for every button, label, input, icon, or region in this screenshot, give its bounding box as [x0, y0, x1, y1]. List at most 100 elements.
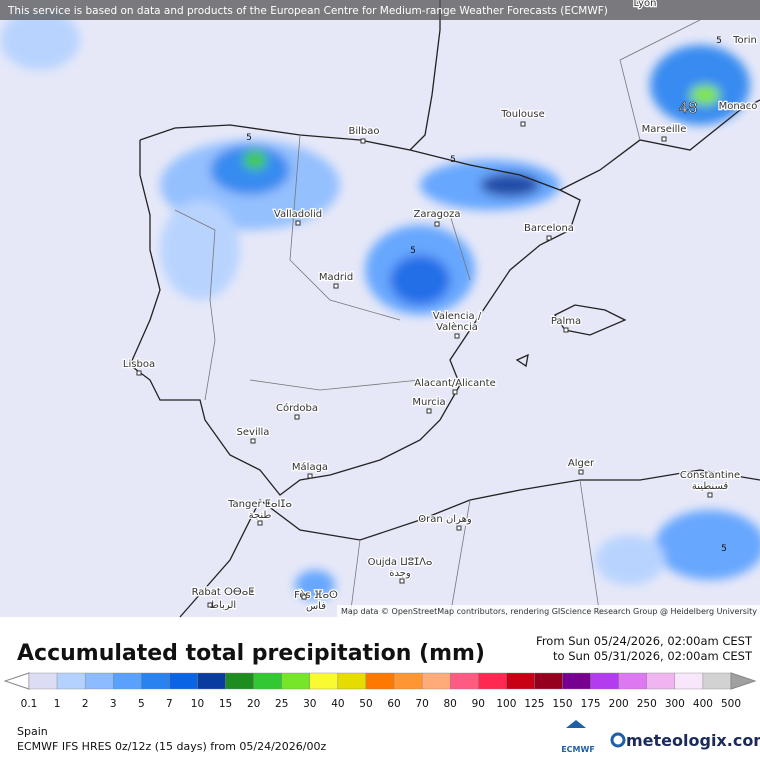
model: ECMWF IFS HRES 0z/12z (15 days) from 05/…	[17, 740, 327, 753]
legend-tick-label: 1	[54, 698, 61, 710]
legend-tick-label: 90	[472, 698, 485, 710]
legend-cell	[365, 672, 395, 690]
city: Córdoba	[276, 402, 318, 414]
region: Spain	[17, 725, 48, 738]
legend-cell	[646, 672, 676, 690]
legend-tick-label: 70	[415, 698, 428, 710]
legend-cell	[281, 672, 311, 690]
city: Fès ⴼⴰⵙ	[294, 589, 338, 601]
city: Murcia	[412, 397, 445, 408]
city: Barcelona	[524, 223, 574, 234]
legend-cell	[253, 672, 282, 690]
city: Monaco	[719, 101, 758, 112]
city: وجدة	[389, 568, 411, 579]
legend-tick-label: 25	[275, 698, 288, 710]
city: طنجة	[249, 510, 272, 521]
city: Bilbao	[348, 126, 379, 137]
legend-tick-label: 125	[524, 698, 544, 710]
legend-tick-label: 7	[166, 698, 173, 710]
legend-cell	[421, 672, 451, 690]
period-from: From Sun 05/24/2026, 02:00am CEST	[536, 634, 753, 648]
city: Málaga	[292, 461, 328, 473]
meteologix-logo: meteologix.com	[626, 731, 760, 750]
legend-tick-label: 0.1	[21, 698, 38, 710]
title: Accumulated total precipitation (mm)	[17, 641, 485, 666]
contour-label: 5	[410, 246, 416, 256]
legend-cell	[450, 672, 479, 690]
legend-tick-label: 5	[138, 698, 145, 710]
legend-tick-label: 175	[581, 698, 601, 710]
legend-tick-label: 30	[303, 698, 316, 710]
city: قسنطينة	[692, 481, 729, 492]
city: Alger	[568, 458, 595, 469]
legend-tick-label: 15	[219, 698, 232, 710]
city: Palma	[551, 316, 581, 327]
city: Marseille	[642, 124, 687, 135]
city: Lyon	[633, 0, 656, 9]
contour-label: 5	[450, 155, 456, 165]
legend-cell	[28, 672, 58, 690]
legend-cell	[225, 672, 254, 690]
city: Madrid	[319, 272, 353, 283]
city: Toulouse	[500, 109, 544, 120]
city: València	[436, 321, 478, 333]
legend-cell	[478, 672, 507, 690]
legend-tick-label: 300	[665, 698, 685, 710]
city: Oran وهران	[418, 514, 472, 525]
legend-tick-label: 250	[637, 698, 657, 710]
legend-tick-label: 3	[110, 698, 117, 710]
city: Constantine	[680, 470, 740, 481]
legend-cell	[56, 672, 86, 690]
legend-cell	[562, 672, 591, 690]
contour-label: 5	[246, 133, 252, 143]
city: الرباط	[210, 600, 236, 611]
city: Alacant/Alicante	[414, 378, 495, 389]
attribution: Map data © OpenStreetMap contributors, r…	[341, 607, 757, 616]
legend-cell	[702, 672, 732, 690]
city: Oujda ⵡⵓⵊⴷⴰ	[368, 557, 433, 568]
legend-tick-label: 50	[359, 698, 372, 710]
max-label: 48	[678, 99, 697, 117]
city: Torin	[732, 35, 757, 46]
legend-cell	[618, 672, 647, 690]
city: Lisboa	[123, 359, 155, 370]
legend-cell	[337, 672, 367, 690]
legend-cell	[197, 672, 226, 690]
map: This service is based on data and produc…	[0, 0, 760, 618]
city: Sevilla	[237, 427, 270, 438]
period-to: to Sun 05/31/2026, 02:00am CEST	[553, 649, 753, 663]
legend-cell	[141, 672, 170, 690]
legend-arrow-right	[730, 672, 757, 690]
legend-tick-label: 80	[444, 698, 457, 710]
legend-tick-label: 40	[331, 698, 344, 710]
legend-tick-label: 150	[552, 698, 572, 710]
legend-cell	[309, 672, 339, 690]
legend: 0.1 1 2 3 5 7 10 15 20 25 30 40 50 60 70 80 90 100 125 150 1…	[3, 672, 757, 710]
city: Valladolid	[274, 209, 322, 220]
legend-tick-label: 100	[496, 698, 516, 710]
city: Rabat ⵔⴱⴰⵟ	[192, 587, 255, 598]
legend-tick-label: 10	[191, 698, 204, 710]
contour-label: 5	[721, 544, 727, 554]
legend-cell	[590, 672, 619, 690]
contour-label: 5	[716, 36, 722, 46]
legend-tick-label: 500	[721, 698, 741, 710]
legend-tick-label: 20	[247, 698, 260, 710]
notice: This service is based on data and produc…	[7, 5, 608, 17]
legend-cell	[84, 672, 114, 690]
legend-arrow-left	[3, 672, 30, 690]
legend-cell	[393, 672, 423, 690]
city: فاس	[306, 601, 326, 612]
legend-tick-label: 60	[387, 698, 400, 710]
city: Tanger ⵟⴰⵏⵊⴰ	[227, 499, 292, 510]
legend-cell	[674, 672, 704, 690]
legend-cell	[169, 672, 198, 690]
city: Zaragoza	[413, 209, 460, 220]
legend-cell	[506, 672, 535, 690]
city: Valencia /	[433, 311, 482, 322]
legend-cell	[113, 672, 142, 690]
legend-tick-label: 2	[82, 698, 89, 710]
footer: Accumulated total precipitation (mm) Fro…	[3, 634, 760, 754]
legend-tick-label: 200	[609, 698, 629, 710]
